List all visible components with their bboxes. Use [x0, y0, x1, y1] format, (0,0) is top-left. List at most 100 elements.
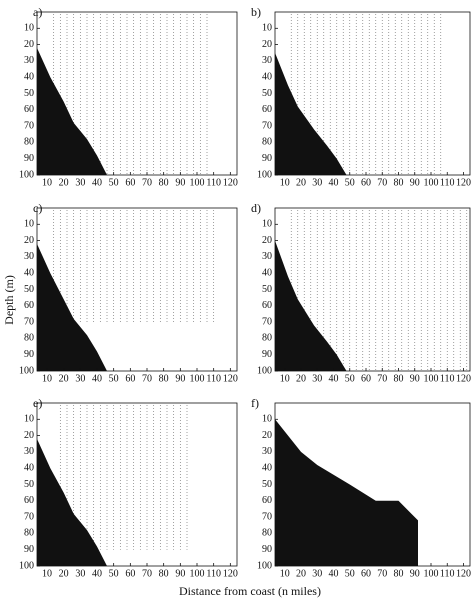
x-tick-label: 20 [59, 373, 69, 384]
y-tick-label: 90 [24, 153, 34, 164]
x-tick-label: 40 [329, 568, 339, 579]
x-tick-label: 80 [394, 177, 404, 188]
x-tick-label: 80 [159, 568, 169, 579]
y-tick-label: 70 [24, 120, 34, 131]
x-tick-label: 120 [223, 568, 238, 579]
x-tick-label: 90 [175, 177, 185, 188]
y-tick-label: 10 [24, 23, 34, 34]
y-tick-label: 100 [19, 560, 34, 571]
x-tick-label: 20 [296, 177, 306, 188]
bathymetry [37, 438, 107, 566]
y-tick-label: 50 [262, 284, 272, 295]
y-tick-label: 20 [24, 430, 34, 441]
y-tick-label: 30 [262, 446, 272, 457]
x-tick-label: 90 [175, 373, 185, 384]
x-tick-label: 110 [440, 177, 455, 188]
x-tick-label: 30 [75, 373, 85, 384]
x-tick-label: 70 [377, 177, 387, 188]
y-tick-label: 50 [24, 88, 34, 99]
x-tick-label: 100 [190, 568, 205, 579]
y-tick-label: 30 [24, 55, 34, 66]
panel-label: c) [33, 201, 42, 215]
y-tick-label: 60 [262, 104, 272, 115]
y-tick-label: 100 [257, 365, 272, 376]
x-tick-label: 70 [377, 568, 387, 579]
x-tick-label: 110 [206, 373, 221, 384]
x-tick-label: 70 [377, 373, 387, 384]
x-tick-label: 10 [280, 373, 290, 384]
y-tick-label: 90 [262, 153, 272, 164]
x-tick-label: 100 [424, 568, 439, 579]
x-tick-label: 10 [280, 177, 290, 188]
y-tick-label: 100 [19, 169, 34, 180]
y-tick-label: 50 [24, 479, 34, 490]
x-tick-label: 100 [190, 373, 205, 384]
y-tick-label: 20 [262, 430, 272, 441]
y-axis-label: Depth (m) [2, 275, 16, 325]
x-tick-label: 120 [456, 568, 471, 579]
x-axis-label: Distance from coast (n miles) [179, 584, 321, 598]
y-tick-label: 10 [262, 23, 272, 34]
x-tick-label: 90 [175, 568, 185, 579]
x-tick-label: 50 [109, 177, 119, 188]
x-tick-label: 110 [440, 568, 455, 579]
x-tick-label: 90 [410, 568, 420, 579]
x-tick-label: 100 [424, 177, 439, 188]
y-tick-label: 80 [262, 333, 272, 344]
y-tick-label: 10 [262, 414, 272, 425]
x-tick-label: 40 [329, 177, 339, 188]
panel-label: e) [33, 396, 42, 410]
x-tick-label: 120 [223, 373, 238, 384]
x-tick-label: 70 [142, 568, 152, 579]
y-tick-label: 40 [24, 71, 34, 82]
y-tick-label: 60 [24, 104, 34, 115]
bathymetry [275, 52, 347, 175]
bathymetry [275, 419, 418, 566]
x-tick-label: 50 [345, 568, 355, 579]
y-tick-label: 30 [24, 446, 34, 457]
x-tick-label: 40 [92, 373, 102, 384]
panel-label: f) [251, 396, 259, 410]
x-tick-label: 100 [424, 373, 439, 384]
x-tick-label: 50 [345, 177, 355, 188]
y-tick-label: 10 [24, 219, 34, 230]
x-tick-label: 30 [75, 177, 85, 188]
x-tick-label: 20 [296, 568, 306, 579]
y-tick-label: 50 [262, 88, 272, 99]
y-tick-label: 80 [262, 528, 272, 539]
y-tick-label: 10 [24, 414, 34, 425]
y-tick-label: 10 [262, 219, 272, 230]
y-tick-label: 40 [262, 71, 272, 82]
x-tick-label: 20 [59, 568, 69, 579]
y-tick-label: 80 [24, 137, 34, 148]
y-tick-label: 70 [262, 120, 272, 131]
y-tick-label: 70 [262, 316, 272, 327]
y-tick-label: 20 [262, 235, 272, 246]
x-tick-label: 90 [410, 177, 420, 188]
x-tick-label: 50 [345, 373, 355, 384]
x-tick-label: 50 [109, 568, 119, 579]
x-tick-label: 10 [280, 568, 290, 579]
x-tick-label: 60 [361, 373, 371, 384]
x-tick-label: 10 [42, 177, 52, 188]
x-tick-label: 30 [312, 373, 322, 384]
y-tick-label: 100 [19, 365, 34, 376]
y-tick-label: 40 [24, 267, 34, 278]
x-tick-label: 40 [329, 373, 339, 384]
x-tick-label: 60 [125, 568, 135, 579]
x-tick-label: 30 [312, 177, 322, 188]
x-tick-label: 10 [42, 568, 52, 579]
x-tick-label: 70 [142, 373, 152, 384]
x-tick-label: 20 [59, 177, 69, 188]
x-tick-label: 120 [223, 177, 238, 188]
y-tick-label: 70 [24, 316, 34, 327]
y-tick-label: 80 [24, 528, 34, 539]
y-tick-label: 80 [262, 137, 272, 148]
y-tick-label: 70 [262, 511, 272, 522]
x-tick-label: 60 [125, 373, 135, 384]
x-tick-label: 90 [410, 373, 420, 384]
y-tick-label: 90 [262, 544, 272, 555]
y-tick-label: 100 [257, 169, 272, 180]
y-tick-label: 90 [262, 349, 272, 360]
